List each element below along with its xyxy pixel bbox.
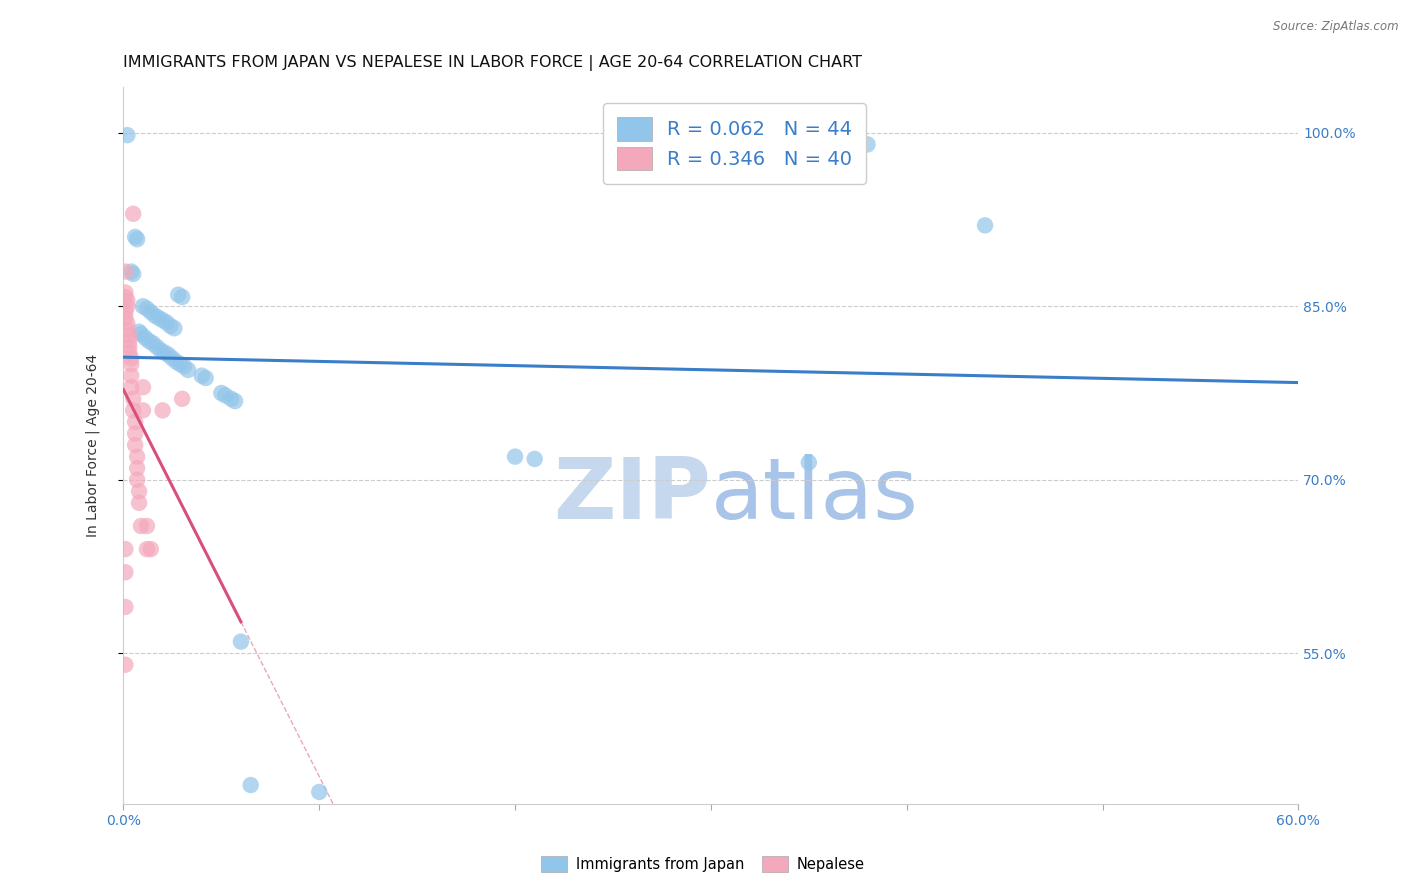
Point xyxy=(118,345,141,359)
Point xyxy=(127,232,149,246)
Point xyxy=(132,403,155,417)
Point xyxy=(523,451,546,466)
Point xyxy=(122,392,145,406)
Point xyxy=(169,357,191,371)
Point xyxy=(114,285,136,300)
Point xyxy=(122,207,145,221)
Point xyxy=(139,305,162,319)
Point xyxy=(974,219,997,233)
Point xyxy=(190,368,212,383)
Point xyxy=(134,330,156,344)
Point xyxy=(172,392,194,406)
Text: ZIP: ZIP xyxy=(553,454,711,537)
Point xyxy=(117,293,139,308)
Point xyxy=(145,340,167,354)
Point xyxy=(142,336,165,351)
Point xyxy=(194,371,217,385)
Text: IMMIGRANTS FROM JAPAN VS NEPALESE IN LABOR FORCE | AGE 20-64 CORRELATION CHART: IMMIGRANTS FROM JAPAN VS NEPALESE IN LAB… xyxy=(124,55,862,71)
Point xyxy=(143,309,166,323)
Point xyxy=(856,137,879,152)
Point xyxy=(127,473,149,487)
Point xyxy=(797,455,820,469)
Point xyxy=(124,415,146,429)
Point xyxy=(155,316,177,330)
Point xyxy=(117,128,139,143)
Point xyxy=(117,299,139,313)
Legend: Immigrants from Japan, Nepalese: Immigrants from Japan, Nepalese xyxy=(536,850,870,878)
Point xyxy=(148,310,170,325)
Point xyxy=(135,519,157,533)
Point xyxy=(120,264,142,278)
Point xyxy=(167,287,190,301)
Point xyxy=(114,599,136,614)
Point xyxy=(152,403,174,417)
Point xyxy=(118,340,141,354)
Point xyxy=(132,299,155,313)
Point xyxy=(153,345,176,359)
Point xyxy=(128,325,150,339)
Point xyxy=(129,326,152,341)
Point xyxy=(114,657,136,672)
Point xyxy=(135,542,157,557)
Point xyxy=(118,334,141,348)
Point xyxy=(128,496,150,510)
Point xyxy=(117,322,139,336)
Point xyxy=(503,450,526,464)
Point xyxy=(114,566,136,580)
Point xyxy=(127,450,149,464)
Point xyxy=(114,264,136,278)
Point xyxy=(165,355,187,369)
Point xyxy=(117,317,139,331)
Point xyxy=(173,359,195,374)
Point xyxy=(132,380,155,394)
Point xyxy=(163,321,186,335)
Point xyxy=(122,267,145,281)
Point xyxy=(118,328,141,343)
Point xyxy=(214,388,236,402)
Point xyxy=(129,519,152,533)
Y-axis label: In Labor Force | Age 20-64: In Labor Force | Age 20-64 xyxy=(86,353,100,537)
Point xyxy=(308,785,330,799)
Point xyxy=(149,343,172,358)
Point xyxy=(120,357,142,371)
Point xyxy=(229,634,252,648)
Text: Source: ZipAtlas.com: Source: ZipAtlas.com xyxy=(1274,20,1399,33)
Point xyxy=(162,351,184,366)
Point xyxy=(172,290,194,304)
Point xyxy=(177,363,200,377)
Point xyxy=(224,394,246,409)
Point xyxy=(128,484,150,499)
Point xyxy=(135,301,157,316)
Text: atlas: atlas xyxy=(711,454,920,537)
Point xyxy=(114,305,136,319)
Point xyxy=(239,778,262,792)
Point xyxy=(114,310,136,325)
Point xyxy=(139,542,162,557)
Point xyxy=(127,461,149,475)
Point xyxy=(124,426,146,441)
Legend: R = 0.062   N = 44, R = 0.346   N = 40: R = 0.062 N = 44, R = 0.346 N = 40 xyxy=(603,103,866,184)
Point xyxy=(114,542,136,557)
Point xyxy=(209,386,232,401)
Point xyxy=(138,334,160,348)
Point xyxy=(114,290,136,304)
Point xyxy=(159,318,181,333)
Point xyxy=(124,438,146,452)
Point xyxy=(152,313,174,327)
Point xyxy=(120,351,142,366)
Point xyxy=(120,380,142,394)
Point xyxy=(122,403,145,417)
Point xyxy=(157,348,180,362)
Point xyxy=(124,230,146,244)
Point xyxy=(219,392,242,406)
Point xyxy=(120,368,142,383)
